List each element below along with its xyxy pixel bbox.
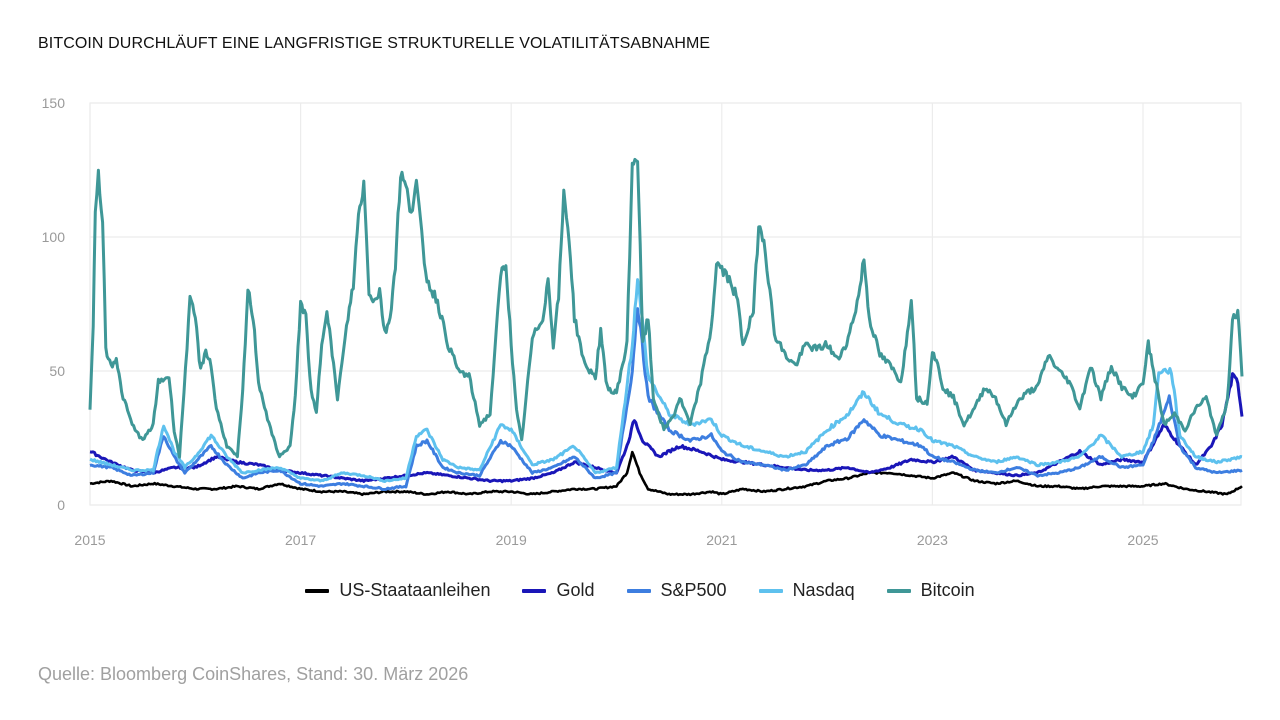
x-tick-label: 2015 bbox=[74, 532, 105, 548]
chart-title: BITCOIN DURCHLÄUFT EINE LANGFRISTIGE STR… bbox=[38, 35, 711, 52]
plot-frame bbox=[89, 102, 1242, 506]
series-line-bitcoin bbox=[88, 157, 1244, 459]
legend-swatch bbox=[626, 588, 651, 593]
x-tick-label: 2017 bbox=[285, 532, 316, 548]
legend-item-bitcoin: Bitcoin bbox=[886, 580, 975, 601]
source-note: Quelle: Bloomberg CoinShares, Stand: 30.… bbox=[38, 664, 469, 684]
legend-item-gold: Gold bbox=[522, 580, 595, 601]
y-tick-label: 150 bbox=[42, 95, 66, 111]
legend-swatch bbox=[305, 588, 330, 593]
x-tick-label: 2019 bbox=[496, 532, 527, 548]
x-tick-label: 2025 bbox=[1127, 532, 1158, 548]
legend-item-nasdaq: Nasdaq bbox=[758, 580, 855, 601]
x-axis: 2015 2017 2019 2021 2023 2025 bbox=[74, 532, 1158, 548]
y-axis: 0 50 100 150 bbox=[42, 95, 66, 513]
legend: US-Staataanleihen Gold S&P500 Nasdaq Bitcoin bbox=[0, 580, 1280, 601]
series-line-s-p500 bbox=[89, 307, 1243, 491]
legend-label: US-Staataanleihen bbox=[339, 580, 491, 600]
y-tick-label: 100 bbox=[42, 229, 66, 245]
legend-swatch bbox=[886, 588, 911, 593]
legend-swatch bbox=[758, 588, 783, 593]
y-tick-label: 50 bbox=[49, 363, 65, 379]
series-lines bbox=[88, 157, 1244, 497]
y-tick-label: 0 bbox=[57, 497, 65, 513]
legend-item-us-staatsanleihen: US-Staataanleihen bbox=[305, 580, 490, 601]
x-tick-label: 2023 bbox=[917, 532, 948, 548]
legend-label: Bitcoin bbox=[920, 580, 975, 600]
legend-label: S&P500 bbox=[660, 580, 727, 600]
legend-swatch bbox=[522, 588, 547, 593]
series-line-nasdaq bbox=[89, 278, 1243, 483]
grid bbox=[89, 102, 1242, 506]
series-line-us-staatsanleihen bbox=[89, 450, 1243, 497]
legend-label: Gold bbox=[556, 580, 595, 600]
legend-item-s-p500: S&P500 bbox=[626, 580, 727, 601]
legend-label: Nasdaq bbox=[792, 580, 855, 600]
x-tick-label: 2021 bbox=[706, 532, 737, 548]
